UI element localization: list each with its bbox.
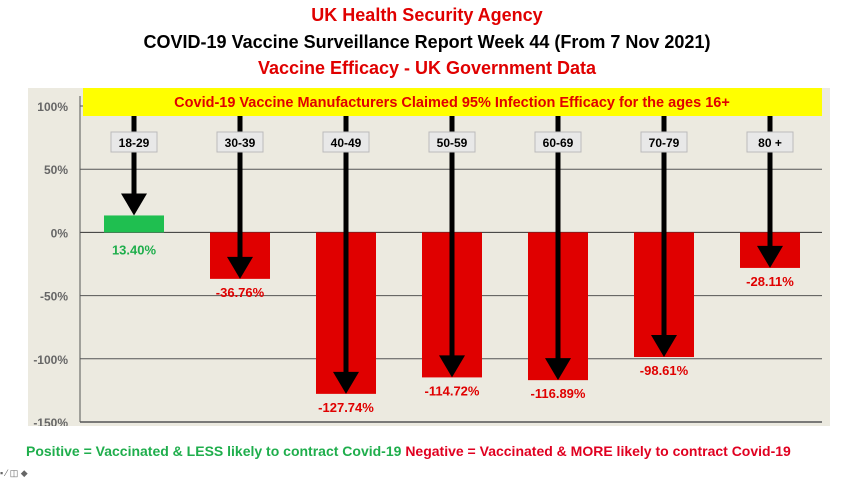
category-label: 60-69 [543, 136, 574, 150]
title-agency: UK Health Security Agency [311, 5, 543, 25]
bar-chart: 100% 50% 0% -50% -100% -150% 18-29 13.40% 30-39 -… [33, 88, 822, 430]
value-label: -127.74% [318, 400, 374, 415]
category-label: 70-79 [649, 136, 680, 150]
category-box [322, 131, 370, 153]
category-box [216, 131, 264, 153]
category-label: 18-29 [119, 136, 150, 150]
toolbar-icons: ▪ ⁄ ◫ ◆ [0, 468, 28, 478]
category-label: 50-59 [437, 136, 468, 150]
chart-area: 100% 50% 0% -50% -100% -150% 18-29 13.40% 30-39 -… [28, 88, 830, 430]
bar [104, 215, 164, 233]
value-label: -28.11% [746, 274, 794, 289]
category-box [640, 131, 688, 153]
title-report: COVID-19 Vaccine Surveillance Report Wee… [143, 32, 711, 52]
y-tick-label: -150% [33, 416, 68, 426]
category-label: 80 + [758, 136, 782, 150]
arrow-head [121, 193, 147, 216]
y-tick-label: -50% [40, 290, 68, 304]
value-label: -116.89% [531, 386, 586, 401]
category-box [534, 131, 582, 153]
value-label: -98.61% [640, 363, 689, 378]
value-label: -114.72% [425, 383, 480, 398]
category-box [746, 131, 794, 153]
y-tick-label: 50% [44, 163, 68, 177]
category-box [110, 131, 158, 153]
positive-note: Positive = Vaccinated & LESS likely to c… [26, 443, 402, 459]
y-tick-label: 100% [37, 100, 68, 114]
legend-footer: Positive = Vaccinated & LESS likely to c… [26, 443, 791, 459]
y-tick-label: 0% [51, 226, 69, 240]
value-label: -36.76% [216, 285, 265, 300]
arrow-head [439, 355, 465, 378]
arrow-head [651, 335, 677, 358]
category-box [428, 131, 476, 153]
arrow-head [333, 371, 359, 394]
value-label: 13.40% [112, 242, 157, 257]
arrow-head [757, 245, 783, 268]
title-subtitle: Vaccine Efficacy - UK Government Data [257, 58, 597, 78]
category-label: 30-39 [225, 136, 256, 150]
title-banner [83, 88, 822, 116]
chart-title: Covid-19 Vaccine Manufacturers Claimed 9… [174, 95, 730, 111]
y-tick-label: -100% [33, 353, 68, 367]
arrow-head [227, 256, 253, 279]
category-label: 40-49 [331, 136, 362, 150]
negative-note: Negative = Vaccinated & MORE likely to c… [405, 443, 791, 459]
arrow-head [545, 358, 571, 381]
